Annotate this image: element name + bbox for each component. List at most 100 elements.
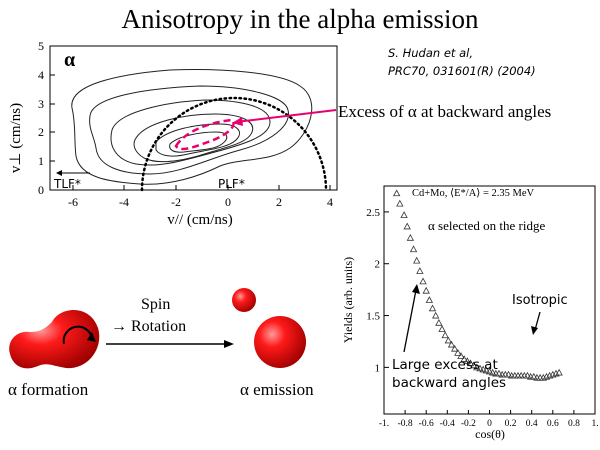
contour-2 (89, 85, 289, 175)
excess-annotation: Excess of α at backward angles (338, 102, 552, 121)
yield-xtick-label: 0 (487, 419, 492, 429)
rotation-label: → Rotation (111, 318, 187, 335)
data-point (460, 355, 468, 362)
data-point (479, 365, 487, 373)
mechanism-diagram (9, 288, 306, 369)
spin-label: Spin (141, 296, 171, 313)
data-point (441, 331, 449, 339)
contour-y-ticks (50, 45, 55, 191)
yield-legend: Cd+Mo, ⟨E*/A⟩ = 2.35 MeV (412, 187, 535, 199)
yield-ylabel: Yields (arb. units) (341, 257, 355, 343)
data-point (396, 199, 404, 207)
data-point (485, 367, 494, 375)
data-point (495, 369, 503, 377)
reference-line-1: S. Hudan et al, (388, 46, 473, 60)
yield-ytick-label: 2.5 (366, 207, 380, 219)
yield-xtick-label: 0.8 (568, 419, 580, 429)
data-point (419, 277, 427, 285)
velocity-circle (140, 96, 328, 192)
yield-xtick-label: 0.4 (526, 419, 538, 429)
reference-citation: S. Hudan et al, PRC70, 031601(R) (2004) (388, 44, 536, 80)
contour-5 (155, 123, 240, 157)
contour-plot-frame (49, 45, 338, 191)
yield-subtitle: α selected on the ridge (428, 218, 545, 233)
yield-xtick-label: -0.2 (461, 419, 476, 429)
contour-ytick-0: 0 (38, 183, 44, 197)
tlf-label: TLF* (53, 177, 81, 191)
data-point (530, 372, 538, 380)
contour-3 (110, 99, 271, 166)
isotropic-arrowhead (531, 326, 538, 335)
yield-ytick-label: 2 (375, 259, 381, 271)
data-point (454, 349, 462, 356)
data-point (451, 344, 459, 352)
yield-ytick-label: 1.5 (366, 311, 380, 323)
plf-label: PLF* (218, 177, 245, 191)
residue-nucleus (254, 316, 306, 368)
data-point (425, 296, 434, 303)
contour-ytick-5: 5 (38, 39, 44, 53)
excess-pointer-arrowhead (412, 284, 420, 294)
excess-label-line-2: backward angles (392, 375, 506, 391)
data-point (482, 366, 491, 374)
data-point (438, 325, 446, 332)
data-point (403, 222, 411, 230)
isotropic-label: Isotropic (512, 293, 568, 308)
yield-xtick-label: 0.2 (505, 419, 517, 429)
data-point (463, 357, 472, 365)
emitted-alpha-particle (232, 288, 256, 312)
yield-xtick-label: -0.6 (419, 419, 434, 429)
data-point (416, 267, 424, 274)
contour-xtick-0: -6 (68, 195, 78, 209)
excess-label-line-1: Large excess at (392, 357, 498, 373)
data-point (457, 352, 465, 359)
rotation-arrowhead-icon (87, 332, 96, 342)
data-point (406, 233, 415, 241)
contour-xtick-4: 2 (276, 195, 282, 209)
contour-ytick-2: 2 (38, 125, 44, 139)
data-point (444, 336, 453, 344)
alpha-label: α (64, 49, 75, 71)
yield-xlabel: cos(θ) (475, 427, 505, 441)
data-point (470, 361, 478, 369)
yield-x-ticks: -1. -0.8 -0.6 -0.4 -0.2 0 0.2 0.4 0.6 0.8 1. (379, 410, 598, 429)
contour-xtick-5: 4 (327, 195, 333, 209)
yield-y-ticks: 1 1.5 2 2.5 (366, 207, 389, 374)
contour-6 (169, 131, 228, 153)
data-point (473, 363, 481, 371)
contour-ylabel: v⊥ (cm/ns) (8, 103, 24, 173)
data-point (409, 245, 418, 253)
contour-xtick-1: -4 (119, 195, 129, 209)
formation-label: α formation (8, 380, 89, 399)
rotation-arrow-icon (62, 325, 93, 345)
yield-xtick-label: -1. (379, 419, 389, 429)
data-point (488, 368, 497, 376)
contour-lines (71, 69, 313, 185)
data-point (447, 340, 456, 348)
contour-outer (71, 69, 313, 185)
contour-4 (133, 113, 254, 163)
isotropic-arrow (534, 311, 541, 331)
data-point (523, 371, 532, 379)
yield-chart: Cd+Mo, ⟨E*/A⟩ = 2.35 MeV α selected on t… (341, 185, 598, 441)
yield-points (392, 189, 563, 381)
data-point (476, 364, 484, 372)
contour-xtick-3: 0 (225, 195, 231, 209)
contour-ytick-3: 3 (38, 97, 44, 111)
contour-x-ticks (72, 185, 331, 190)
emission-label: α emission (240, 380, 314, 399)
contour-plot: 0 1 2 3 4 5 -6 -4 -2 0 2 4 v// (cm/ns) v… (8, 39, 338, 228)
excess-pointer-arrow (403, 289, 417, 353)
tlf-arrowhead (56, 170, 62, 176)
data-point (413, 256, 421, 264)
data-point (555, 368, 563, 376)
process-arrowhead (224, 340, 234, 348)
yield-xtick-label: 0.6 (547, 419, 559, 429)
data-point (432, 311, 440, 319)
contour-xlabel: v// (cm/ns) (167, 212, 232, 228)
data-point (504, 370, 513, 378)
yield-ytick-label: 1 (375, 362, 381, 374)
contour-ytick-4: 4 (38, 68, 44, 82)
yield-xtick-label: -0.8 (398, 419, 413, 429)
data-point (428, 304, 437, 312)
